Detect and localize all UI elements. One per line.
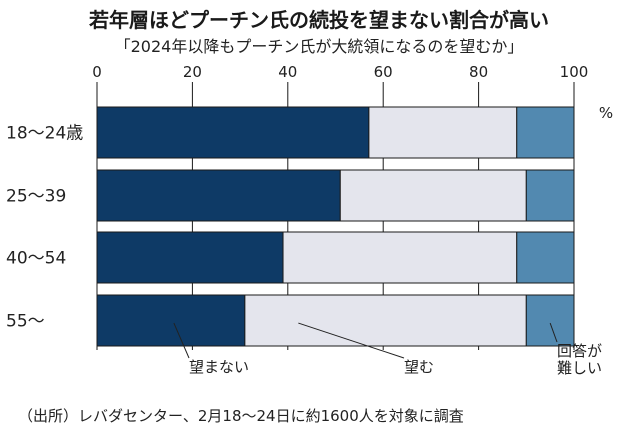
category-label: 18～24歳 bbox=[6, 124, 83, 144]
callout-leader bbox=[173, 322, 190, 359]
x-tick-label: 40 bbox=[278, 63, 297, 81]
bar-segment bbox=[516, 106, 575, 159]
category-label: 55～ bbox=[6, 312, 45, 332]
unit-label: % bbox=[599, 104, 613, 122]
bar-segment bbox=[525, 169, 575, 222]
bar-segment bbox=[368, 106, 518, 159]
bar-segment bbox=[282, 231, 518, 284]
bar-segment bbox=[525, 294, 575, 347]
series-label: 望む bbox=[404, 358, 434, 376]
chart-title: 若年層ほどプーチン氏の続投を望まない割合が高い bbox=[89, 8, 549, 32]
x-tick-label: 80 bbox=[469, 63, 488, 81]
bar-segment bbox=[96, 294, 246, 347]
source-note: （出所）レバダセンター、2月18～24日に約1600人を対象に調査 bbox=[18, 407, 464, 425]
bar-segment bbox=[339, 169, 527, 222]
x-tick-label: 60 bbox=[374, 63, 393, 81]
callout-leader bbox=[549, 322, 558, 343]
x-axis-ticks: 0 20 40 60 80 100 bbox=[92, 63, 588, 81]
callout-leader bbox=[298, 322, 405, 359]
bars bbox=[96, 106, 575, 347]
category-label: 25～39 bbox=[6, 187, 66, 207]
bar-segment bbox=[516, 231, 575, 284]
series-label: 望まない bbox=[189, 358, 249, 376]
bar-segment bbox=[96, 106, 370, 159]
bar-segment bbox=[96, 169, 341, 222]
x-tick-label: 0 bbox=[92, 63, 102, 81]
chart-subtitle: 「2024年以降もプーチン氏が大統領になるのを望むか」 bbox=[114, 37, 524, 56]
category-label: 40～54 bbox=[6, 249, 66, 269]
x-tick-label: 20 bbox=[183, 63, 202, 81]
bar-segment bbox=[96, 231, 284, 284]
x-tick-label: 100 bbox=[560, 63, 589, 81]
series-label: 難しい bbox=[557, 359, 602, 377]
category-labels: 18～24歳 25～39 40～54 55～ bbox=[6, 124, 83, 332]
bar-segment bbox=[244, 294, 527, 347]
series-label: 回答が bbox=[557, 342, 602, 360]
